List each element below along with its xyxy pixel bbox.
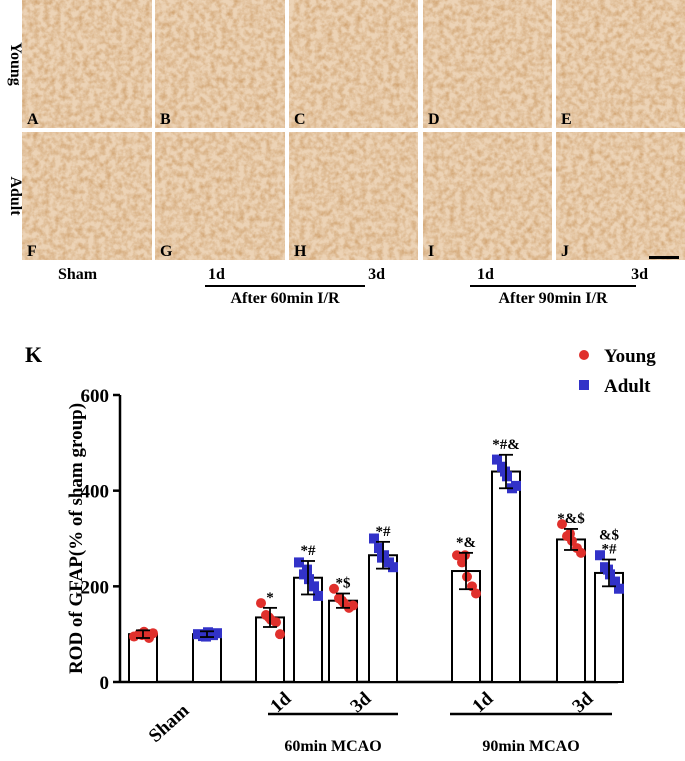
group-label: After 90min I/R <box>498 290 607 307</box>
y-tick-label: 600 <box>81 386 110 407</box>
significance: &$ <box>599 528 619 544</box>
column-label: 3d <box>368 266 385 283</box>
data-point <box>374 543 384 554</box>
bar <box>594 571 624 683</box>
data-point <box>576 547 586 558</box>
data-point <box>557 519 567 530</box>
micrograph <box>556 132 685 260</box>
micrograph <box>289 0 418 128</box>
scale-bar <box>649 256 679 259</box>
group-label: 90min MCAO <box>482 738 579 755</box>
significance: *# <box>376 524 392 540</box>
micrograph <box>22 0 152 128</box>
data-point <box>148 628 158 639</box>
data-point <box>256 598 266 609</box>
data-point <box>565 528 575 539</box>
significance: *&$ <box>557 511 585 527</box>
significance: * <box>266 590 274 606</box>
column-label: 3d <box>631 266 648 283</box>
micrograph <box>423 132 552 260</box>
panel-label: A <box>27 111 39 128</box>
data-point <box>511 480 521 491</box>
data-point <box>313 590 323 601</box>
panel-label: K <box>25 342 42 367</box>
bar <box>328 599 358 684</box>
data-point <box>610 576 620 587</box>
data-point <box>377 552 387 563</box>
micrograph <box>289 132 418 260</box>
panel-label: E <box>561 111 572 128</box>
group-label: 60min MCAO <box>284 738 381 755</box>
data-point <box>369 533 379 544</box>
bar <box>368 554 398 683</box>
bar <box>255 616 285 683</box>
bar <box>556 538 586 683</box>
panel-label: D <box>428 111 440 128</box>
significance: *#& <box>492 437 520 453</box>
panel-label: C <box>294 111 306 128</box>
data-point <box>329 583 339 594</box>
bar <box>491 470 521 683</box>
data-point <box>264 612 274 623</box>
data-point <box>275 629 285 640</box>
data-point <box>603 564 613 575</box>
panel-label: F <box>27 243 37 260</box>
legend-marker <box>579 380 589 390</box>
significance: *$ <box>336 576 352 592</box>
data-point <box>348 600 358 611</box>
bar <box>128 633 158 684</box>
data-point <box>337 595 347 606</box>
data-point <box>271 617 281 628</box>
data-point <box>500 466 510 477</box>
data-point <box>304 574 314 585</box>
panel-label: H <box>294 243 307 260</box>
column-label: 1d <box>477 266 494 283</box>
data-point <box>388 562 398 573</box>
data-point <box>294 557 304 568</box>
micrograph <box>423 0 552 128</box>
data-point <box>460 550 470 561</box>
significance: *# <box>301 543 317 559</box>
significance: *# <box>602 542 618 558</box>
data-point <box>309 581 319 592</box>
legend-marker <box>579 350 589 360</box>
micrograph <box>155 0 285 128</box>
data-point <box>595 550 605 561</box>
micrograph-grid: A B C D E Young F G H I J Adult Sham 1d 3d 1d 3d After 60… <box>7 0 685 307</box>
data-point <box>462 571 472 582</box>
column-label: 1d <box>208 266 225 283</box>
y-axis-title: ROD of GFAP(% of sham group) <box>66 403 87 674</box>
data-point <box>614 583 624 594</box>
group-label: After 60min I/R <box>230 290 339 307</box>
micrograph <box>155 132 285 260</box>
column-label: Sham <box>58 266 98 283</box>
y-tick-label: 200 <box>81 577 110 598</box>
data-point <box>471 588 481 599</box>
panel-label: J <box>561 243 569 260</box>
significance: *& <box>456 535 476 551</box>
data-point <box>492 454 502 465</box>
data-point <box>212 628 222 639</box>
micrograph <box>556 0 685 128</box>
data-point <box>302 564 312 575</box>
legend-label: Adult <box>604 376 651 397</box>
legend-label: Young <box>604 346 656 367</box>
panel-label: B <box>160 111 171 128</box>
panel-label: G <box>160 243 173 260</box>
y-tick-label: 0 <box>100 673 110 694</box>
row-label: Young <box>7 42 24 86</box>
y-tick-label: 400 <box>81 482 110 503</box>
micrograph <box>22 132 152 260</box>
x-tick-label: Sham <box>145 700 194 747</box>
row-label: Adult <box>7 176 24 216</box>
panel-label: I <box>428 243 434 260</box>
chart: K ROD of GFAP(% of sham group) 0 200 400 600 *… <box>25 342 656 755</box>
